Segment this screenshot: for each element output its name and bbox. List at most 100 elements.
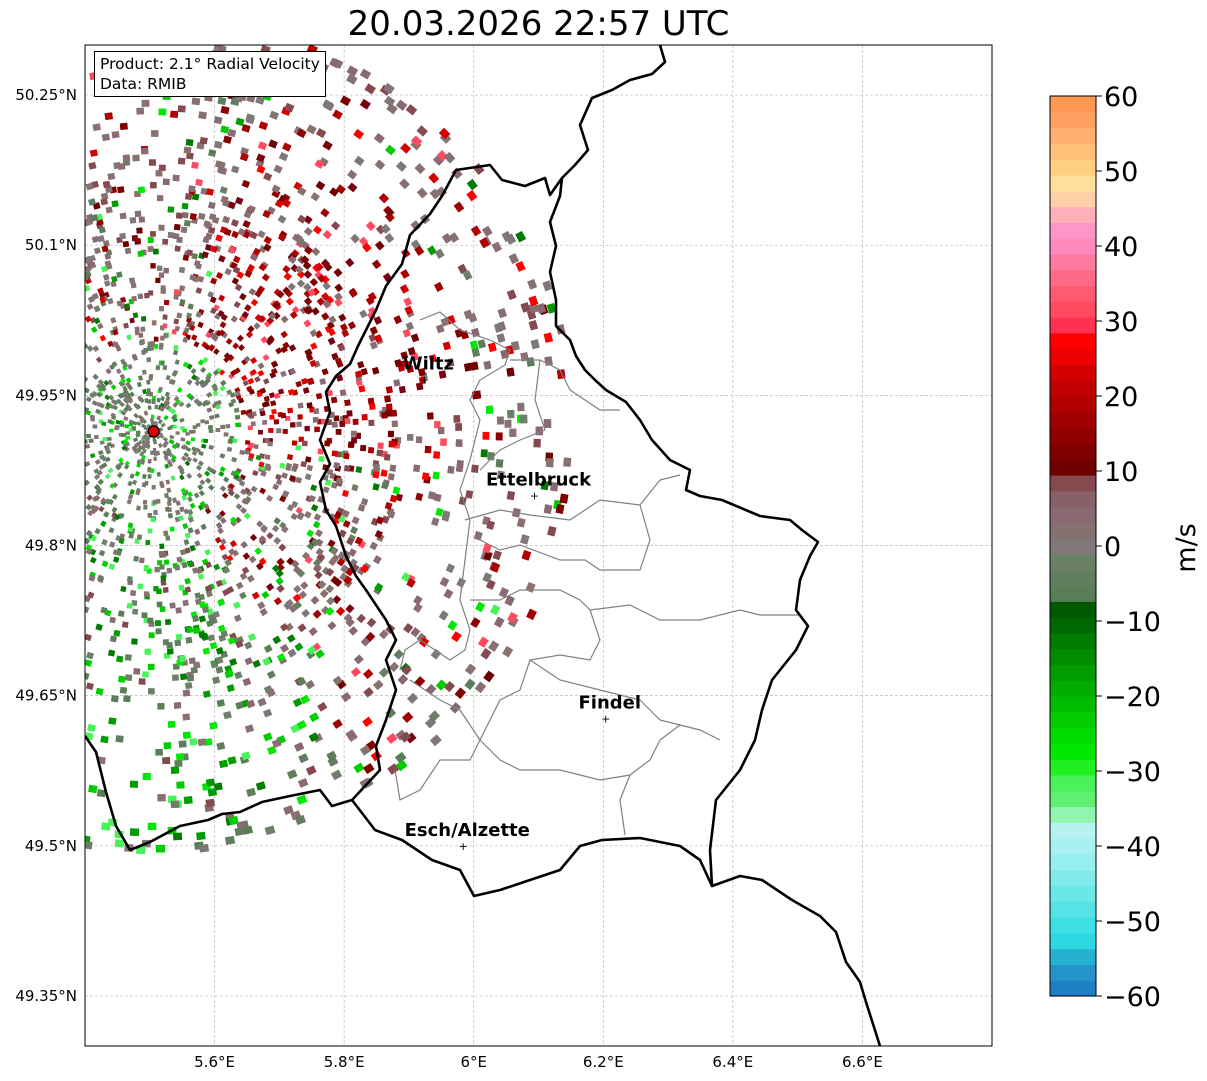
echo-cell	[354, 155, 365, 166]
lon-tick-label: 6°E	[460, 1053, 487, 1071]
echo-cell	[312, 520, 321, 529]
echo-cell	[403, 623, 414, 634]
colorbar-segment	[1050, 696, 1096, 713]
echo-cell	[205, 232, 213, 240]
echo-cell	[372, 483, 380, 491]
echo-cell	[278, 543, 287, 552]
echo-cell	[123, 464, 130, 470]
echo-cell	[184, 460, 191, 467]
echo-cell	[104, 112, 113, 121]
echo-cell	[195, 287, 203, 294]
colorbar-segment	[1050, 964, 1096, 981]
echo-cell	[250, 298, 259, 307]
echo-cell	[167, 406, 173, 413]
echo-cell	[186, 674, 195, 682]
echo-cell	[215, 513, 223, 521]
echo-cell	[152, 499, 157, 505]
echo-cell	[386, 103, 398, 115]
echo-cell	[471, 464, 479, 473]
echo-cell	[89, 556, 97, 564]
echo-cell	[85, 547, 93, 555]
echo-cell	[247, 378, 255, 385]
echo-cell	[103, 379, 110, 386]
colorbar-segment	[1050, 680, 1096, 697]
echo-cell	[93, 483, 101, 491]
echo-cell	[410, 627, 421, 638]
echo-cell	[101, 560, 109, 568]
echo-cell	[162, 238, 169, 245]
echo-cell	[431, 517, 440, 527]
echo-cell	[310, 484, 318, 492]
echo-cell	[337, 343, 346, 352]
echo-cell	[126, 334, 132, 341]
echo-cell	[215, 427, 221, 432]
echo-cell	[160, 396, 165, 402]
echo-cell	[192, 567, 199, 574]
echo-cell	[335, 429, 342, 435]
echo-cell	[99, 334, 107, 342]
echo-cell	[233, 601, 241, 610]
echo-cell	[194, 528, 201, 535]
echo-cell	[153, 510, 158, 515]
echo-cell	[92, 345, 100, 352]
echo-cell	[241, 751, 251, 761]
echo-cell	[206, 608, 214, 616]
echo-cell	[168, 379, 174, 385]
echo-cell	[482, 543, 492, 554]
echo-cell	[181, 455, 187, 462]
echo-cell	[186, 560, 194, 567]
echo-cell	[315, 529, 323, 538]
echo-cell	[181, 202, 189, 210]
echo-cell	[403, 297, 413, 307]
echo-cell	[470, 361, 479, 371]
echo-cell	[175, 431, 180, 435]
echo-cell	[383, 82, 395, 95]
echo-cell	[181, 211, 189, 219]
echo-cell	[184, 578, 191, 585]
echo-cell	[228, 489, 235, 497]
echo-cell	[162, 323, 168, 329]
echo-cell	[208, 332, 216, 339]
echo-cell	[262, 657, 272, 666]
echo-cell	[304, 297, 313, 306]
echo-cell	[104, 394, 111, 401]
echo-cell	[202, 356, 209, 364]
echo-cell	[328, 315, 337, 324]
echo-cell	[85, 218, 93, 226]
echo-cell	[95, 356, 103, 364]
echo-cell	[466, 190, 478, 202]
colorbar-segment	[1050, 96, 1096, 113]
echo-cell	[441, 233, 453, 244]
echo-cell	[336, 606, 346, 616]
echo-cell	[497, 308, 507, 319]
echo-cell	[176, 556, 183, 563]
echo-cell	[517, 402, 525, 412]
echo-cell	[186, 249, 193, 256]
echo-cell	[303, 289, 312, 298]
echo-cell	[443, 681, 456, 693]
echo-cell	[330, 481, 338, 489]
echo-cell	[209, 296, 217, 304]
echo-cell	[294, 814, 306, 826]
echo-cell	[249, 231, 258, 240]
echo-cell	[197, 573, 205, 580]
echo-cell	[297, 778, 309, 788]
echo-cell	[275, 347, 283, 355]
echo-cell	[137, 293, 144, 300]
echo-cell	[410, 333, 420, 343]
echo-cell	[147, 458, 152, 464]
echo-cell	[295, 265, 304, 275]
echo-cell	[227, 201, 236, 210]
echo-cell	[233, 614, 242, 623]
echo-cell	[306, 377, 314, 385]
echo-cell	[443, 588, 454, 599]
echo-cell	[179, 549, 186, 556]
echo-cell	[231, 456, 238, 463]
echo-cell	[416, 125, 428, 137]
echo-cell	[209, 415, 215, 420]
echo-cell	[97, 478, 104, 485]
echo-cell	[447, 465, 455, 474]
echo-cell	[354, 370, 363, 378]
colorbar-segment	[1050, 506, 1096, 523]
echo-cell	[310, 342, 318, 350]
